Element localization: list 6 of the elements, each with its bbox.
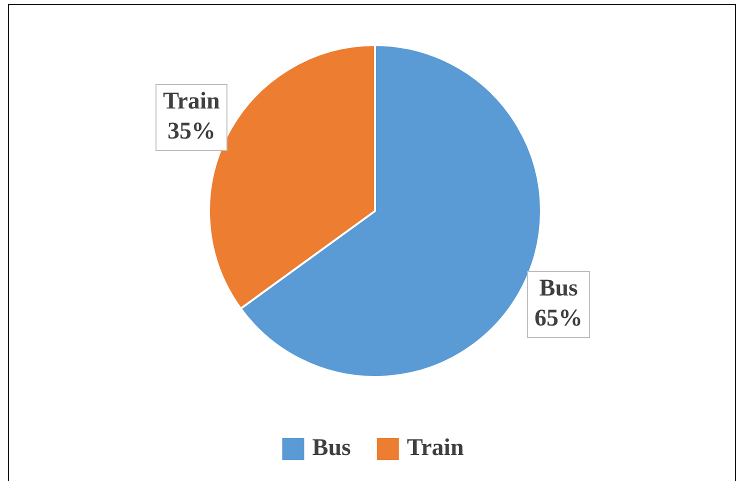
data-label: 65% [534,306,583,332]
slice-label: Bus [539,276,578,302]
slice-label: Train [163,88,220,115]
data-label: 35% [167,118,216,145]
legend-label: Train [406,435,464,462]
legend-label: Bus [312,435,351,462]
